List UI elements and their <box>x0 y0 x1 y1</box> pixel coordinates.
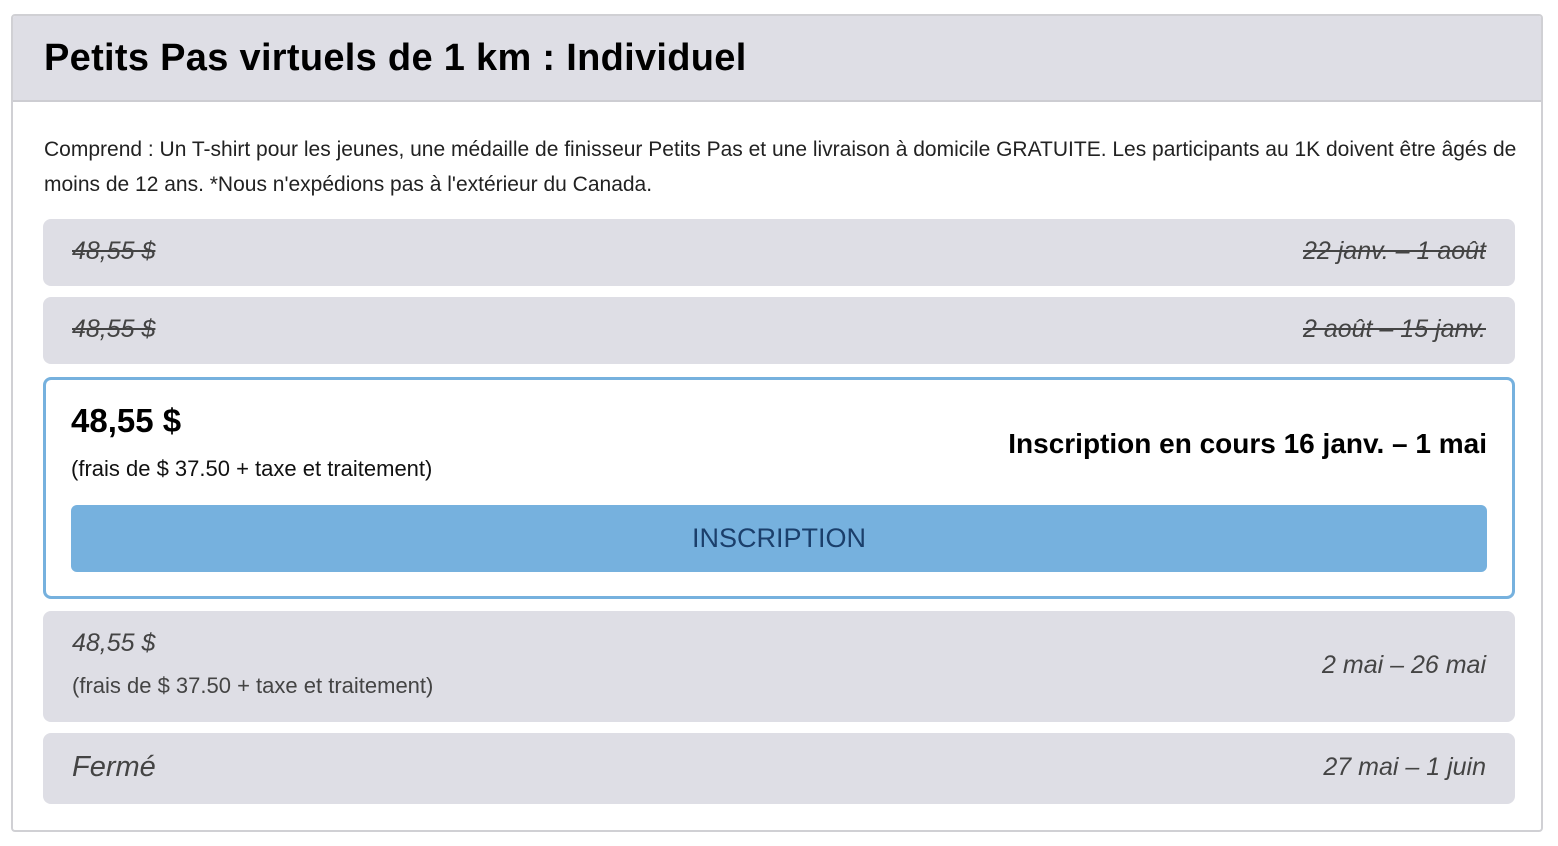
period-row-current: 48,55 $ (frais de $ 37.50 + taxe et trai… <box>43 377 1515 599</box>
page-title: Petits Pas virtuels de 1 km : Individuel <box>44 36 747 79</box>
period-row-closed: Fermé 27 mai – 1 juin <box>43 733 1515 804</box>
period-price: 48,55 $ <box>72 315 156 343</box>
period-price: 48,55 $ <box>72 629 156 657</box>
card-header: Petits Pas virtuels de 1 km : Individuel <box>13 16 1541 102</box>
period-dates: 2 août – 15 janv. <box>1302 315 1486 343</box>
period-status: Fermé <box>72 751 156 783</box>
current-fee: (frais de $ 37.50 + taxe et traitement) <box>71 456 433 481</box>
period-fee: (frais de $ 37.50 + taxe et traitement) <box>72 673 434 698</box>
period-row-past-1: 48,55 $ 22 janv. – 1 août <box>43 219 1515 286</box>
registration-card: Petits Pas virtuels de 1 km : Individuel… <box>11 14 1543 832</box>
current-dates: Inscription en cours 16 janv. – 1 mai <box>1008 428 1487 459</box>
period-price: 48,55 $ <box>72 237 156 265</box>
period-row-past-2: 48,55 $ 2 août – 15 janv. <box>43 297 1515 364</box>
current-price: 48,55 $ <box>71 402 182 439</box>
period-row-upcoming: 48,55 $ (frais de $ 37.50 + taxe et trai… <box>43 611 1515 722</box>
inscription-button[interactable]: INSCRIPTION <box>71 505 1487 572</box>
description: Comprend : Un T-shirt pour les jeunes, u… <box>44 138 1517 196</box>
period-dates: 27 mai – 1 juin <box>1323 753 1486 781</box>
period-dates: 2 mai – 26 mai <box>1322 651 1486 679</box>
period-dates: 22 janv. – 1 août <box>1302 237 1486 265</box>
